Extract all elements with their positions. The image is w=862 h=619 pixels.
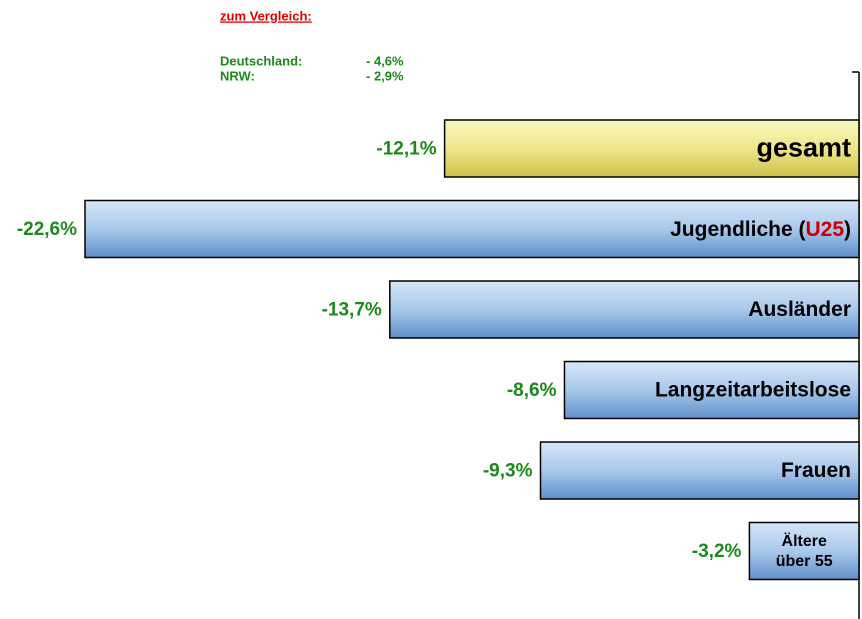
bar [443, 119, 860, 178]
bar [748, 521, 860, 581]
category-label: Ausländer [748, 298, 851, 321]
comparison-value: - 4,6% [366, 53, 404, 68]
category-line: über 55 [776, 553, 833, 570]
value-label: -9,3% [483, 461, 533, 482]
comparison-label: NRW: [220, 68, 255, 83]
value-label: -3,2% [692, 541, 742, 562]
value-label: -22,6% [17, 219, 77, 240]
category-label: Jugendliche (U25) [670, 218, 851, 241]
bar [389, 280, 860, 339]
comparison-label: Deutschland: [220, 53, 302, 68]
value-label: -8,6% [507, 380, 557, 401]
category-label: Ältere über 55 [776, 532, 833, 570]
bar [563, 360, 860, 420]
value-label: -13,7% [322, 300, 382, 321]
comparison-value: - 2,9% [366, 68, 404, 83]
category-label: Langzeitarbeitslose [655, 379, 851, 402]
category-line: Ältere [782, 532, 827, 550]
bar [84, 199, 860, 259]
comparison-heading: zum Vergleich: [220, 8, 312, 23]
category-label: Frauen [781, 459, 851, 482]
category-label: gesamt [756, 133, 851, 163]
value-label: -12,1% [376, 139, 436, 160]
bar [539, 441, 860, 500]
